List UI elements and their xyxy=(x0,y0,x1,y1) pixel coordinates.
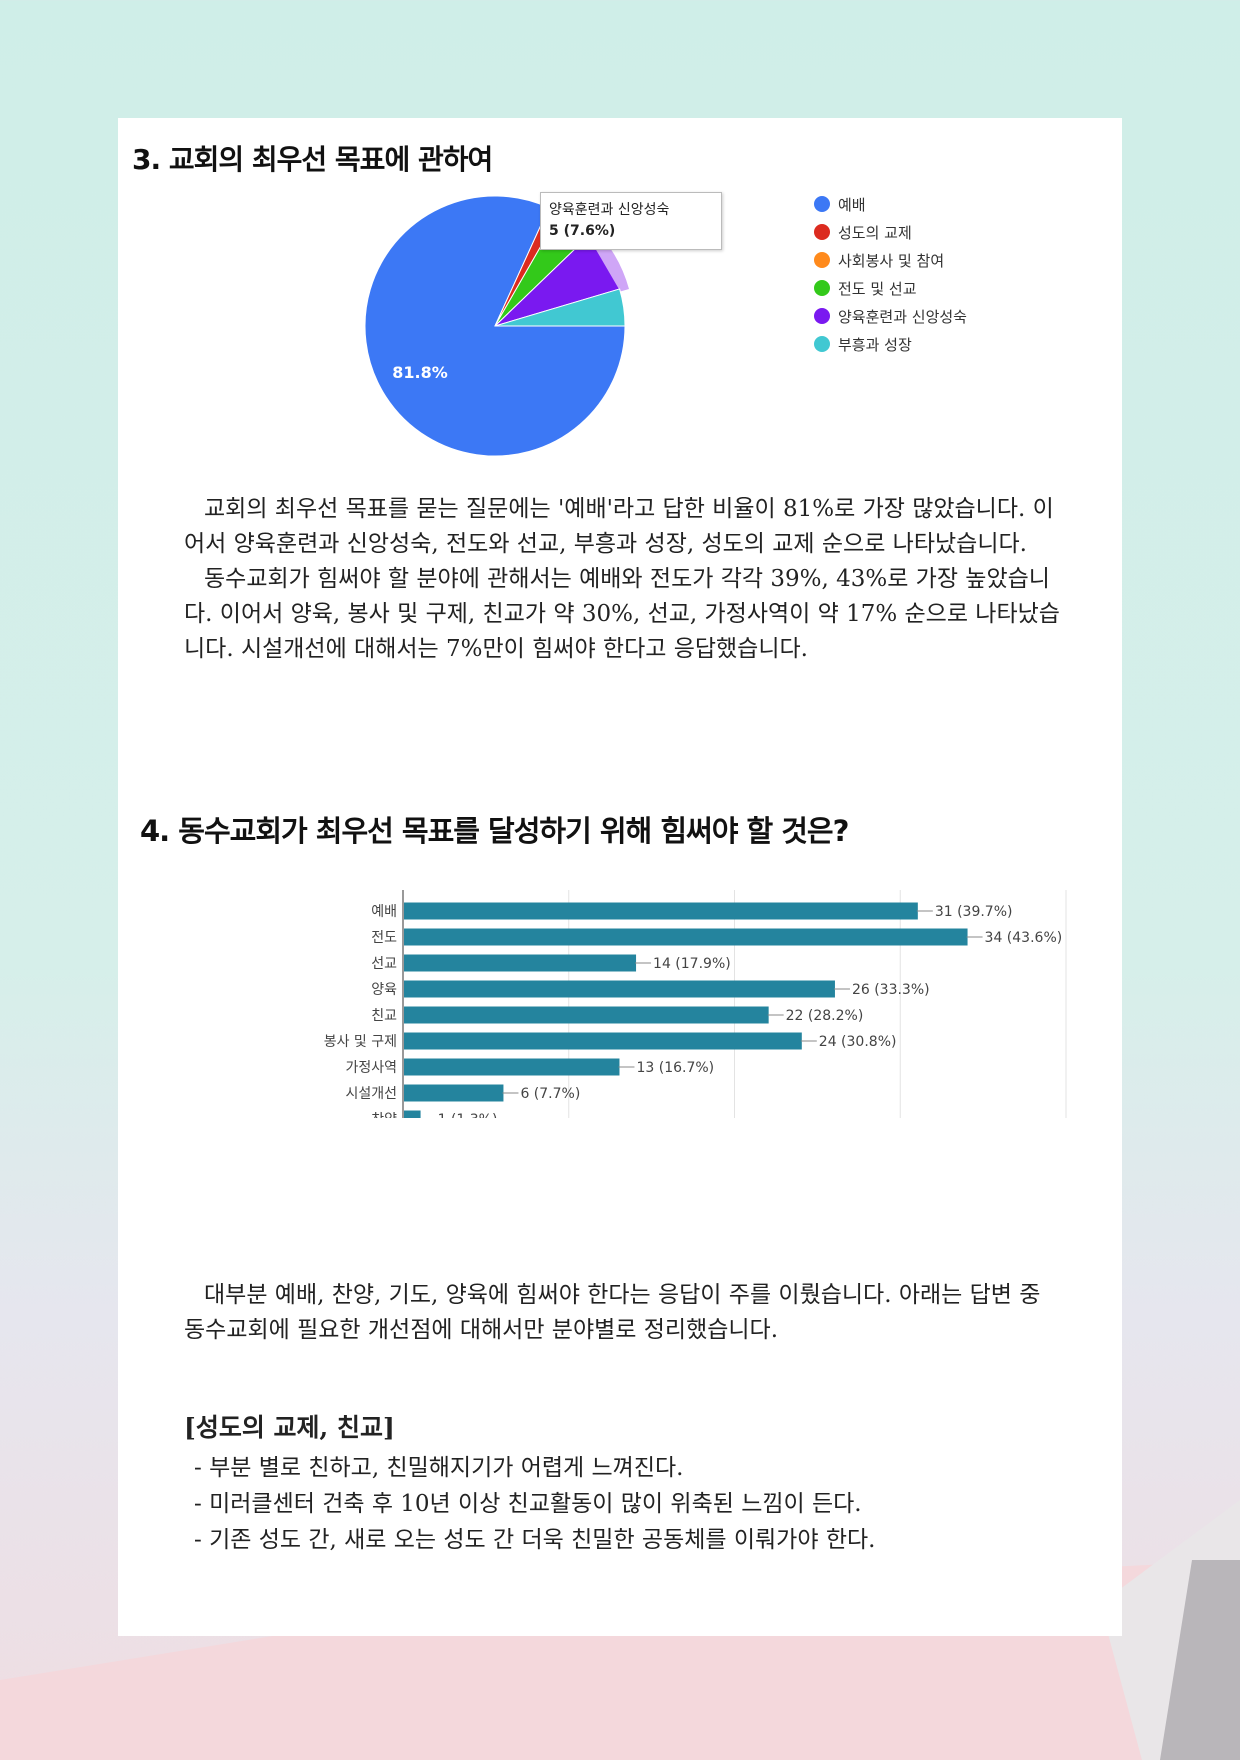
legend-swatch xyxy=(814,336,830,352)
y-tick-label: 찬양 xyxy=(371,1112,397,1118)
legend-item: 성도의 교제 xyxy=(814,218,967,246)
paragraph-goals: 교회의 최우선 목표를 묻는 질문에는 '예배'라고 답한 비율이 81%로 가… xyxy=(184,492,1064,667)
fellowship-title: [성도의 교제, 친교] xyxy=(184,1413,395,1442)
bar xyxy=(404,1084,504,1102)
bar-data-label: 31 (39.7%) xyxy=(935,904,1013,920)
bar xyxy=(404,1006,769,1024)
fellowship-item: - 기존 성도 간, 새로 오는 성도 간 더욱 친밀한 공동체를 이뤄가야 한… xyxy=(194,1527,876,1553)
legend-swatch xyxy=(814,308,830,324)
legend-label: 부흥과 성장 xyxy=(838,335,912,354)
paragraph-text: 교회의 최우선 목표를 묻는 질문에는 '예배'라고 답한 비율이 81%로 가… xyxy=(184,496,1054,557)
paragraph-text: 동수교회가 힘써야 할 분야에 관해서는 예배와 전도가 각각 39%, 43%… xyxy=(184,566,1060,662)
legend-item: 부흥과 성장 xyxy=(814,330,967,358)
legend-item: 양육훈련과 신앙성숙 xyxy=(814,302,967,330)
y-tick-label: 전도 xyxy=(371,930,397,946)
legend-label: 예배 xyxy=(838,195,866,214)
fellowship-section: [성도의 교제, 친교] - 부분 별로 친하고, 친밀해지기가 어렵게 느껴진… xyxy=(184,1408,1064,1558)
bar xyxy=(404,902,918,920)
y-tick-label: 양육 xyxy=(371,982,397,998)
bar-data-label: 26 (33.3%) xyxy=(852,982,930,998)
bar xyxy=(404,928,968,946)
bar xyxy=(404,1032,802,1050)
y-tick-label: 봉사 및 구제 xyxy=(324,1034,397,1050)
section3-title: 3. 교회의 최우선 목표에 관하여 xyxy=(132,143,493,176)
pie-tooltip: 양육훈련과 신앙성숙 5 (7.6%) xyxy=(540,192,722,250)
document-page: 3. 교회의 최우선 목표에 관하여 81.8% 양육훈련과 신앙성숙 5 (7… xyxy=(118,118,1122,1636)
bar-data-label: 1 (1.3%) xyxy=(438,1112,498,1118)
paragraph-text: 대부분 예배, 찬양, 기도, 양육에 힘써야 한다는 응답이 주를 이뤘습니다… xyxy=(184,1282,1041,1343)
bar-data-label: 13 (16.7%) xyxy=(636,1060,714,1076)
legend-swatch xyxy=(814,196,830,212)
legend-item: 예배 xyxy=(814,190,967,218)
pie-slice-label: 81.8% xyxy=(392,363,448,382)
fellowship-item: - 부분 별로 친하고, 친밀해지기가 어렵게 느껴진다. xyxy=(194,1455,684,1481)
bar xyxy=(404,1110,421,1118)
y-tick-label: 선교 xyxy=(371,956,397,972)
pie-slice xyxy=(364,195,626,457)
legend-swatch xyxy=(814,224,830,240)
tooltip-value: 5 (7.6%) xyxy=(549,223,616,239)
tooltip-label: 양육훈련과 신앙성숙 xyxy=(549,202,670,218)
bar xyxy=(404,1058,620,1076)
bar-data-label: 22 (28.2%) xyxy=(786,1008,864,1024)
y-tick-label: 친교 xyxy=(371,1008,397,1024)
bar xyxy=(404,954,637,972)
section4-title: 4. 동수교회가 최우선 목표를 달성하기 위해 힘써야 할 것은? xyxy=(140,814,849,848)
paragraph-improvements: 대부분 예배, 찬양, 기도, 양육에 힘써야 한다는 응답이 주를 이뤘습니다… xyxy=(184,1278,1064,1348)
legend-swatch xyxy=(814,280,830,296)
legend-item: 전도 및 선교 xyxy=(814,274,967,302)
bar xyxy=(404,980,835,998)
legend-swatch xyxy=(814,252,830,268)
y-tick-label: 가정사역 xyxy=(345,1060,397,1076)
fellowship-item: - 미러클센터 건축 후 10년 이상 친교활동이 많이 위축된 느낌이 든다. xyxy=(194,1491,862,1517)
bar-data-label: 34 (43.6%) xyxy=(985,930,1063,946)
bar-data-label: 6 (7.7%) xyxy=(520,1086,580,1102)
legend-label: 사회봉사 및 참여 xyxy=(838,251,945,270)
y-tick-label: 시설개선 xyxy=(345,1086,397,1102)
bar-data-label: 24 (30.8%) xyxy=(819,1034,897,1050)
y-tick-label: 예배 xyxy=(371,904,397,920)
bar-data-label: 14 (17.9%) xyxy=(653,956,731,972)
pie-slice xyxy=(494,288,626,327)
legend-item: 사회봉사 및 참여 xyxy=(814,246,967,274)
legend-label: 양육훈련과 신앙성숙 xyxy=(838,307,967,326)
legend-label: 성도의 교제 xyxy=(838,223,912,242)
legend-label: 전도 및 선교 xyxy=(838,279,917,298)
